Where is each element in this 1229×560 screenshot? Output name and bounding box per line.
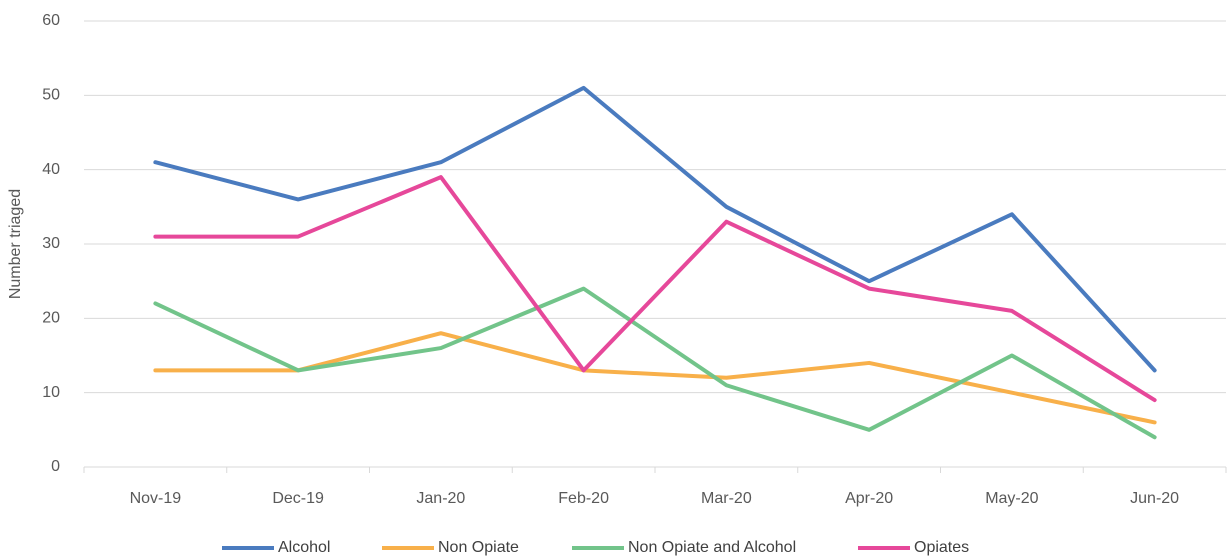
legend-label: Non Opiate <box>438 539 519 556</box>
x-tick-label: Mar-20 <box>701 490 752 507</box>
y-axis-label: Number triaged <box>7 189 24 299</box>
y-tick-label: 20 <box>42 310 60 327</box>
x-tick-label: Dec-19 <box>272 490 324 507</box>
y-tick-label: 30 <box>42 235 60 252</box>
line-series <box>153 286 1157 440</box>
y-tick-label: 60 <box>42 12 60 29</box>
line-series <box>153 85 1157 373</box>
legend-label: Opiates <box>914 539 969 556</box>
legend-label: Non Opiate and Alcohol <box>628 539 796 556</box>
x-tick-label: Apr-20 <box>845 490 893 507</box>
x-tick-label: Jan-20 <box>416 490 465 507</box>
legend-label: Alcohol <box>278 539 330 556</box>
y-tick-label: 50 <box>42 87 60 104</box>
line-series <box>153 331 1157 425</box>
x-tick-label: May-20 <box>985 490 1038 507</box>
x-tick-label: Feb-20 <box>558 490 609 507</box>
y-tick-label: 10 <box>42 384 60 401</box>
y-tick-label: 0 <box>51 458 60 475</box>
y-tick-label: 40 <box>42 161 60 178</box>
x-tick-label: Nov-19 <box>130 490 182 507</box>
line-series <box>153 175 1157 403</box>
x-tick-label: Jun-20 <box>1130 490 1179 507</box>
